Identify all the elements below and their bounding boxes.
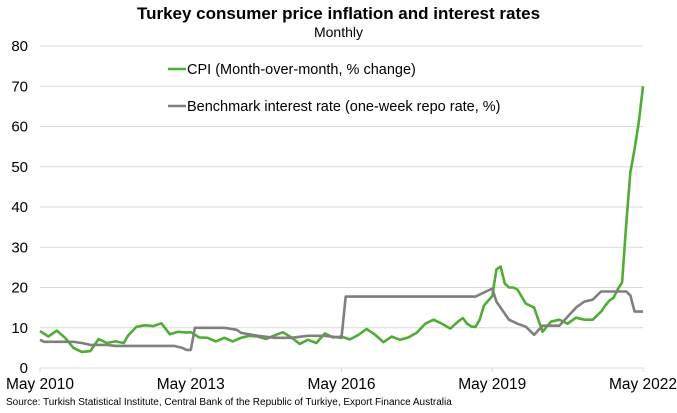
y-tick-label: 20 [11, 280, 28, 297]
y-tick-label: 60 [11, 119, 28, 136]
x-tick-label: May 2019 [458, 376, 526, 393]
legend-label-interest-rate: Benchmark interest rate (one-week repo r… [187, 99, 501, 115]
chart-title: Turkey consumer price inflation and inte… [136, 4, 541, 23]
source-note: Source: Turkish Statistical Institute, C… [6, 397, 452, 408]
x-axis: May 2010 May 2013 May 2016 May 2019 May 2022 [6, 368, 677, 393]
x-tick-label: May 2016 [307, 376, 375, 393]
interest-rate-line [39, 287, 643, 352]
series-layer [39, 86, 645, 354]
y-tick-label: 80 [11, 38, 28, 55]
chart-subtitle: Monthly [313, 24, 364, 40]
y-tick-label: 70 [11, 78, 28, 95]
y-axis-ticks: 0 10 20 30 40 50 60 70 80 [11, 38, 28, 377]
y-tick-label: 0 [20, 360, 28, 377]
legend: CPI (Month-over-month, % change) Benchmar… [168, 62, 501, 115]
y-tick-label: 50 [11, 159, 28, 176]
y-tick-label: 30 [11, 239, 28, 256]
gridlines [40, 45, 643, 369]
legend-label-cpi: CPI (Month-over-month, % change) [187, 62, 416, 78]
series-interest-rate [39, 287, 644, 352]
series-cpi [39, 86, 645, 354]
y-tick-label: 40 [11, 199, 28, 216]
x-tick-label: May 2013 [157, 376, 225, 393]
x-tick-label: May 2010 [6, 376, 74, 393]
y-tick-label: 10 [11, 320, 28, 337]
cpi-line [39, 86, 645, 354]
x-tick-label: May 2022 [609, 376, 677, 393]
